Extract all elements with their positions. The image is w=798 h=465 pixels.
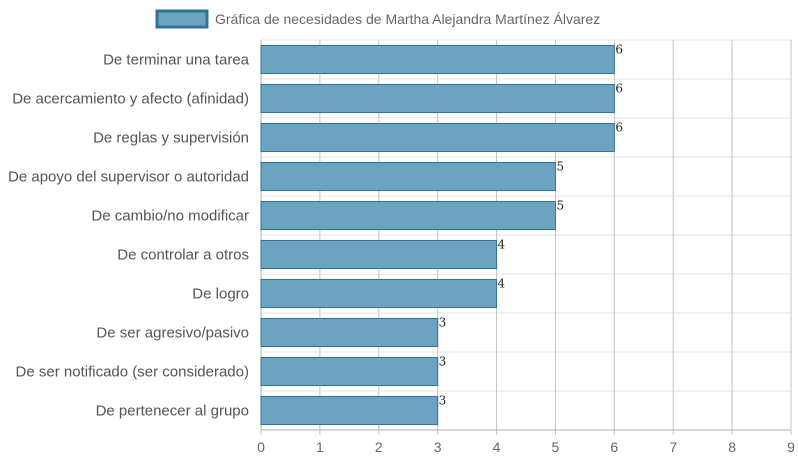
category-label: De apoyo del supervisor o autoridad (8, 169, 249, 186)
data-label: 4 (498, 277, 506, 291)
data-label: 6 (615, 82, 623, 96)
x-tick-label: 8 (728, 439, 736, 455)
x-tick-label: 3 (434, 439, 442, 455)
category-label: De acercamiento y afecto (afinidad) (12, 91, 249, 108)
x-tick-label: 0 (257, 439, 265, 455)
category-label: De ser agresivo/pasivo (96, 325, 249, 342)
legend[interactable]: Gráfica de necesidades de Martha Alejand… (155, 9, 600, 29)
x-tick-label: 7 (669, 439, 677, 455)
data-label: 3 (439, 355, 447, 369)
bars (260, 44, 615, 426)
category-labels: De terminar una tarea De acercamiento y a… (8, 52, 250, 420)
data-label: 4 (498, 238, 506, 252)
category-label: De ser notificado (ser considerado) (16, 364, 249, 381)
category-label: De logro (192, 286, 249, 303)
x-tick-label: 1 (316, 439, 324, 455)
bar[interactable] (260, 395, 439, 426)
legend-swatch[interactable] (155, 9, 209, 29)
category-label: De controlar a otros (117, 247, 249, 264)
data-label: 3 (439, 316, 447, 330)
x-tick-label: 6 (610, 439, 618, 455)
bar[interactable] (260, 356, 439, 387)
x-tick-labels: 0 1 2 3 4 5 6 7 8 9 (257, 439, 795, 455)
data-labels: 6 6 6 5 5 4 4 3 3 3 (439, 43, 623, 408)
x-tick-label: 5 (552, 439, 560, 455)
bar[interactable] (260, 200, 556, 231)
x-tick-label: 2 (375, 439, 383, 455)
data-label: 5 (556, 199, 564, 213)
data-label: 6 (615, 43, 623, 57)
bar[interactable] (260, 161, 556, 192)
x-tick-label: 9 (787, 439, 795, 455)
category-label: De terminar una tarea (103, 52, 250, 69)
bar[interactable] (260, 83, 615, 114)
bar[interactable] (260, 44, 615, 75)
data-label: 6 (615, 121, 623, 135)
x-tick-label: 4 (493, 439, 501, 455)
data-label: 3 (439, 394, 447, 408)
bar[interactable] (260, 239, 498, 270)
legend-label[interactable]: Gráfica de necesidades de Martha Alejand… (215, 11, 600, 27)
bar[interactable] (260, 278, 498, 309)
category-label: De reglas y supervisión (93, 130, 249, 147)
data-label: 5 (556, 160, 564, 174)
category-label: De cambio/no modificar (91, 208, 249, 225)
bar[interactable] (260, 317, 439, 348)
bar[interactable] (260, 122, 615, 153)
category-label: De pertenecer al grupo (96, 403, 249, 420)
